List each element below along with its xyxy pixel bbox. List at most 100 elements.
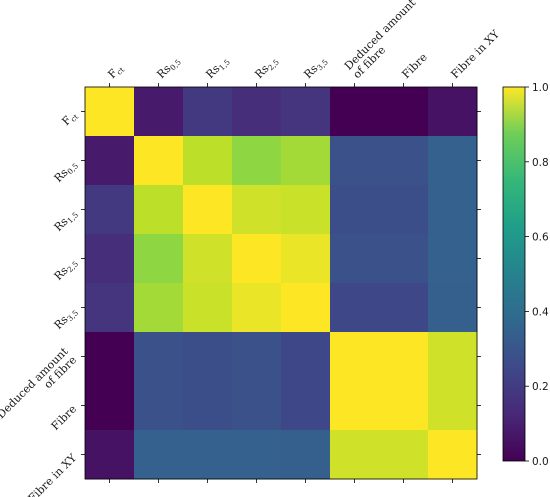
x-tick-label-group: Rs3,5	[301, 53, 330, 82]
tick-label: Rs1,5	[52, 206, 81, 235]
colorbar	[502, 86, 526, 462]
heatmap-cell	[428, 136, 478, 186]
colorbar-tick-label: 0.2	[532, 381, 549, 393]
tick-label: Rs3,5	[52, 304, 81, 333]
y-tick-label-group: Rs0,5	[52, 157, 81, 186]
tick-label: Fibre	[49, 402, 79, 432]
heatmap-cell	[183, 430, 233, 480]
heatmap-cell	[134, 136, 184, 186]
heatmap-cell	[379, 332, 429, 382]
y-tick-label-group: Rs1,5	[52, 206, 81, 235]
heatmap-cell	[428, 283, 478, 333]
y-tick-label-group: Rs3,5	[52, 304, 81, 333]
heatmap-cell	[183, 283, 233, 333]
colorbar-tick-label: 1.0	[532, 82, 549, 94]
heatmap-cell	[281, 332, 331, 382]
heatmap-cell	[428, 332, 478, 382]
heatmap-cell	[85, 332, 135, 382]
heatmap-cell	[428, 185, 478, 235]
tick-label: Rs2,5	[252, 53, 281, 82]
heatmap-cell	[85, 136, 135, 186]
heatmap-cell	[134, 283, 184, 333]
heatmap-cell	[85, 87, 135, 137]
heatmap-cell	[281, 283, 331, 333]
heatmap-cell	[379, 430, 429, 480]
heatmap-cell	[330, 430, 380, 480]
tick-label: Rs3,5	[301, 53, 330, 82]
heatmap-cell	[134, 185, 184, 235]
y-tick-label-group: Fibre in XY	[26, 451, 80, 497]
y-axis-ticks	[81, 111, 481, 455]
heatmap-cell	[232, 332, 282, 382]
heatmap-cell	[85, 381, 135, 431]
colorbar-tick-label: 0.4	[532, 306, 549, 318]
x-tick-label-group: Rs1,5	[203, 53, 232, 82]
tick-label: Fibre	[399, 51, 429, 81]
heatmap-cell	[85, 234, 135, 284]
heatmap-cell	[330, 87, 380, 137]
heatmap-cell	[134, 87, 184, 137]
heatmap-cell	[379, 283, 429, 333]
heatmap-cell	[428, 430, 478, 480]
heatmap-cell	[379, 136, 429, 186]
heatmap-cell	[183, 234, 233, 284]
heatmap-cell	[281, 381, 331, 431]
tick-label: Fct	[105, 61, 126, 82]
heatmap-cell	[281, 430, 331, 480]
heatmap-cell	[85, 185, 135, 235]
heatmap-cell	[232, 430, 282, 480]
heatmap-cell	[281, 136, 331, 186]
heatmap-cell	[281, 87, 331, 137]
x-tick-label-group: Fibre	[399, 51, 429, 81]
heatmap-cell	[232, 185, 282, 235]
heatmap-cell	[330, 381, 380, 431]
heatmap-cell	[379, 185, 429, 235]
heatmap-cell	[428, 234, 478, 284]
heatmap-cell	[428, 87, 478, 137]
heatmap-cell	[183, 185, 233, 235]
tick-label: Rs2,5	[52, 255, 81, 284]
heatmap-cell	[183, 332, 233, 382]
heatmap-cell	[379, 87, 429, 137]
heatmap-cell	[379, 381, 429, 431]
heatmap-cell	[281, 185, 331, 235]
x-tick-label-group: Rs0,5	[154, 57, 183, 81]
heatmap-cell	[85, 430, 135, 480]
x-tick-label-group: Fibre in XY	[448, 27, 502, 81]
tick-label: Rs1,5	[203, 53, 232, 82]
heatmap-cell	[183, 381, 233, 431]
y-tick-label-group: Fct	[59, 108, 80, 129]
y-tick-label-group: Rs2,5	[52, 255, 81, 284]
tick-label: Rs0,5	[52, 157, 81, 186]
heatmap-cell	[85, 283, 135, 333]
tick-label: Fct	[59, 108, 80, 129]
heatmap-cell	[281, 234, 331, 284]
x-tick-label-group: Fct	[105, 61, 126, 82]
heatmap-cell	[134, 234, 184, 284]
heatmap-cells	[85, 87, 478, 480]
x-axis-ticks	[109, 83, 453, 483]
heatmap-cell	[379, 234, 429, 284]
heatmap-cell	[232, 87, 282, 137]
heatmap-frame	[84, 86, 478, 480]
heatmap-cell	[183, 87, 233, 137]
heatmap-cell	[232, 381, 282, 431]
heatmap-cell	[330, 283, 380, 333]
x-tick-label-group: Rs2,5	[252, 53, 281, 82]
heatmap-cell	[330, 185, 380, 235]
tick-label: Fibre in XY	[26, 451, 80, 497]
colorbar-tick-label: 0.8	[532, 157, 549, 169]
heatmap-cell	[232, 136, 282, 186]
x-axis-tick-labels: Fct Rs0,5 Rs1,5 Rs2,5 Rs3,5 Deduced amountof …	[105, 0, 502, 82]
heatmap-cell	[134, 381, 184, 431]
heatmap-cell	[183, 136, 233, 186]
tick-label: Fibre in XY	[448, 27, 502, 81]
y-tick-label-group: Fibre	[49, 402, 79, 432]
heatmap-cell	[134, 332, 184, 382]
colorbar-tick-label: 0.6	[532, 232, 549, 244]
heatmap-cell	[330, 136, 380, 186]
heatmap-cell	[330, 332, 380, 382]
heatmap-cell	[232, 234, 282, 284]
